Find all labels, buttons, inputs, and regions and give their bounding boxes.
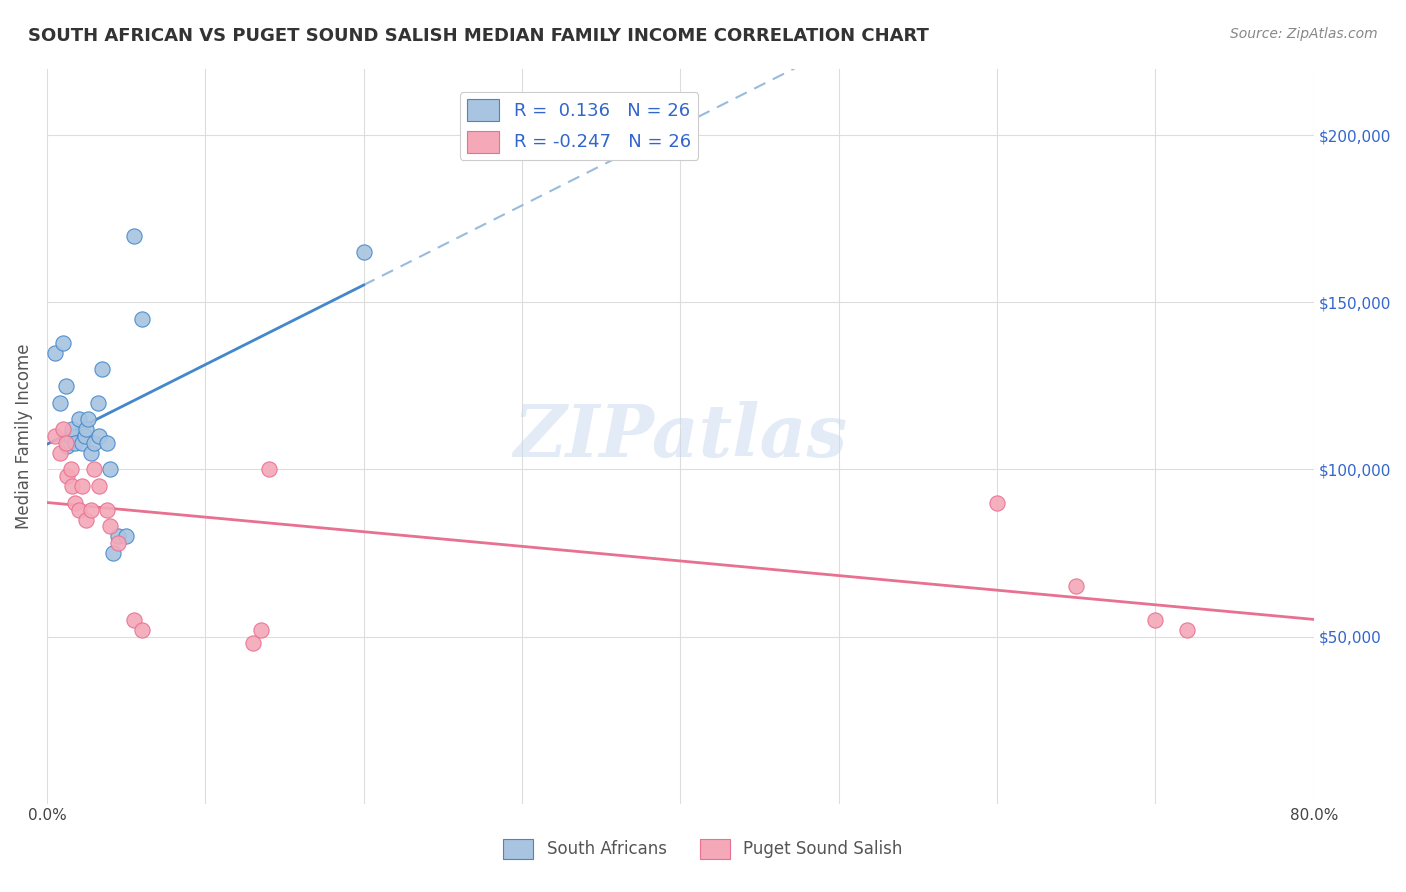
Point <box>70 435 93 450</box>
Point <box>67 502 90 516</box>
Point <box>77 412 100 426</box>
Point <box>52 335 75 350</box>
Point <box>55 379 77 393</box>
Point <box>1064 579 1087 593</box>
Point <box>52 422 75 436</box>
Point <box>48 395 70 409</box>
Text: ZIPatlas: ZIPatlas <box>513 401 848 472</box>
Point <box>131 623 153 637</box>
Point <box>83 435 105 450</box>
Point <box>96 502 118 516</box>
Point <box>986 496 1008 510</box>
Point <box>56 469 79 483</box>
Point <box>67 412 90 426</box>
Point <box>59 429 82 443</box>
Point <box>89 479 111 493</box>
Point <box>91 362 114 376</box>
Point <box>1144 613 1167 627</box>
Point <box>60 479 83 493</box>
Point <box>249 623 271 637</box>
Point <box>80 502 103 516</box>
Point <box>80 446 103 460</box>
Point <box>122 613 145 627</box>
Point <box>83 462 105 476</box>
Point <box>44 345 66 359</box>
Point <box>73 429 96 443</box>
Point <box>107 529 129 543</box>
Point <box>122 228 145 243</box>
Point <box>76 422 98 436</box>
Point <box>65 435 87 450</box>
Point <box>56 439 79 453</box>
Point <box>98 519 121 533</box>
Point <box>115 529 138 543</box>
Point <box>131 312 153 326</box>
Point <box>98 462 121 476</box>
Point <box>103 546 125 560</box>
Legend: R =  0.136   N = 26, R = -0.247   N = 26: R = 0.136 N = 26, R = -0.247 N = 26 <box>460 92 699 160</box>
Point <box>48 446 70 460</box>
Point <box>353 245 375 260</box>
Point <box>59 462 82 476</box>
Point <box>70 479 93 493</box>
Text: Source: ZipAtlas.com: Source: ZipAtlas.com <box>1230 27 1378 41</box>
Point <box>76 513 98 527</box>
Point <box>96 435 118 450</box>
Point <box>86 395 108 409</box>
Point <box>55 435 77 450</box>
Point <box>89 429 111 443</box>
Point <box>242 636 264 650</box>
Text: SOUTH AFRICAN VS PUGET SOUND SALISH MEDIAN FAMILY INCOME CORRELATION CHART: SOUTH AFRICAN VS PUGET SOUND SALISH MEDI… <box>28 27 929 45</box>
Y-axis label: Median Family Income: Median Family Income <box>15 343 32 529</box>
Point <box>65 496 87 510</box>
Point <box>44 429 66 443</box>
Point <box>107 536 129 550</box>
Legend: South Africans, Puget Sound Salish: South Africans, Puget Sound Salish <box>496 832 910 866</box>
Point <box>60 422 83 436</box>
Point <box>1175 623 1198 637</box>
Point <box>257 462 280 476</box>
